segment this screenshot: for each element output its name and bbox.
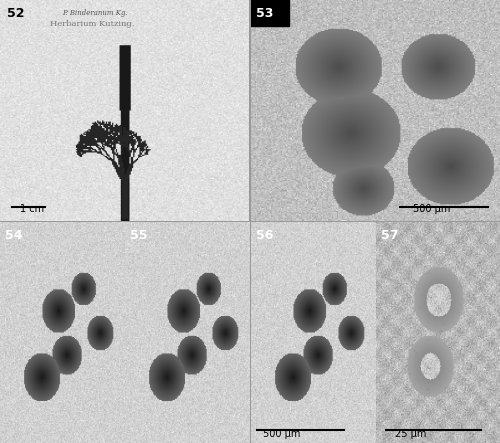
Text: 55: 55 [130, 229, 148, 242]
Text: 57: 57 [381, 229, 398, 242]
Text: 1 cm: 1 cm [20, 204, 44, 214]
Text: 500 μm: 500 μm [413, 204, 451, 214]
Text: 56: 56 [256, 229, 273, 242]
Text: 25 μm: 25 μm [394, 428, 426, 439]
Text: 52: 52 [8, 7, 25, 19]
Text: 500 μm: 500 μm [263, 428, 300, 439]
Text: 54: 54 [5, 229, 22, 242]
Text: P. Binderanum Kg.: P. Binderanum Kg. [62, 9, 128, 17]
Text: Herbarium Kutzing.: Herbarium Kutzing. [50, 20, 134, 28]
Text: 53: 53 [256, 7, 274, 19]
FancyBboxPatch shape [251, 0, 288, 27]
